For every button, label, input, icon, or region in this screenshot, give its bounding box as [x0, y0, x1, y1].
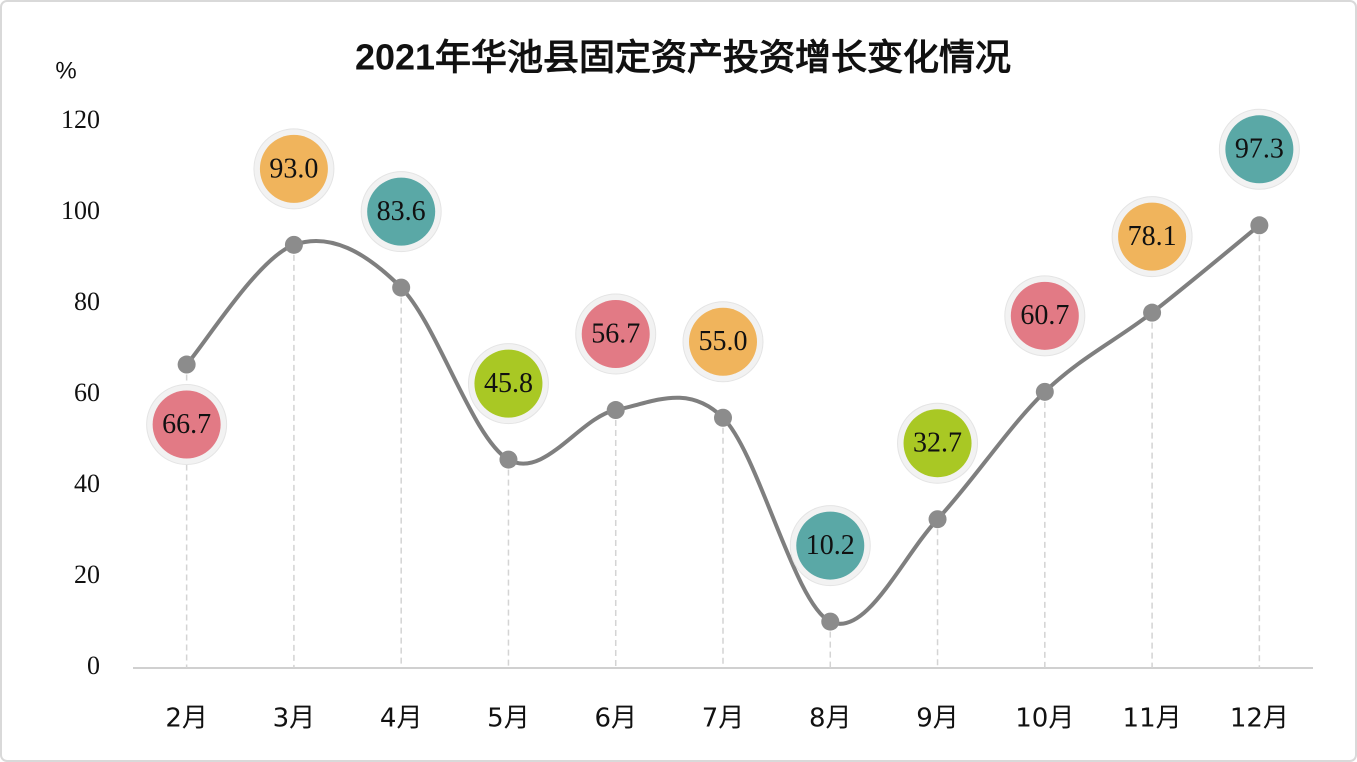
y-tick-label: 80	[74, 287, 100, 316]
label-bubble	[259, 134, 328, 203]
point-marker	[499, 450, 518, 469]
value-label: 97.3	[1235, 134, 1284, 165]
y-tick-label: 100	[61, 196, 100, 225]
label-bubble	[1118, 202, 1187, 271]
point-marker	[821, 612, 840, 631]
y-tick-label: 120	[61, 105, 100, 134]
x-tick-label: 3月	[273, 704, 316, 734]
x-tick-label: 8月	[809, 704, 852, 734]
value-label: 45.8	[484, 368, 533, 399]
x-tick-label: 2月	[165, 704, 208, 734]
label-bubble	[367, 177, 436, 246]
x-tick-label: 9月	[916, 704, 959, 734]
x-tick-label: 5月	[487, 704, 530, 734]
point-marker	[284, 235, 303, 254]
value-label: 83.6	[377, 196, 426, 227]
label-bubble	[152, 390, 221, 459]
x-tick-label: 12月	[1230, 704, 1289, 734]
x-tick-label: 10月	[1015, 704, 1074, 734]
value-label: 60.7	[1020, 300, 1069, 331]
label-bubble	[796, 511, 865, 580]
value-label: 66.7	[162, 409, 211, 440]
point-marker	[606, 401, 625, 420]
label-bubble	[903, 409, 972, 478]
value-label: 78.1	[1128, 221, 1177, 252]
value-label: 55.0	[699, 326, 748, 357]
label-bubble	[474, 349, 543, 418]
point-marker	[928, 510, 947, 529]
x-tick-label: 11月	[1123, 704, 1182, 734]
value-label: 93.0	[269, 153, 318, 184]
label-bubble	[581, 300, 650, 369]
value-label: 32.7	[913, 428, 962, 459]
y-tick-label: 0	[87, 651, 100, 680]
value-label: 56.7	[591, 318, 640, 349]
point-marker	[714, 408, 732, 427]
point-marker	[177, 355, 196, 374]
value-label: 10.2	[806, 530, 855, 561]
y-tick-label: 60	[74, 378, 100, 407]
x-tick-label: 6月	[594, 704, 637, 734]
y-axis-unit: %	[55, 57, 76, 84]
x-tick-label: 7月	[702, 704, 745, 734]
chart-title: 2021年华池县固定资产投资增长变化情况	[355, 37, 1011, 78]
point-marker	[392, 278, 411, 297]
label-bubble	[1010, 281, 1079, 350]
x-tick-label: 4月	[380, 704, 423, 734]
y-tick-label: 40	[74, 469, 100, 498]
point-marker	[1250, 216, 1269, 235]
label-bubble	[689, 307, 757, 376]
point-marker	[1143, 303, 1162, 322]
point-marker	[1035, 382, 1054, 401]
y-tick-label: 20	[74, 560, 100, 589]
label-bubble	[1225, 115, 1294, 184]
